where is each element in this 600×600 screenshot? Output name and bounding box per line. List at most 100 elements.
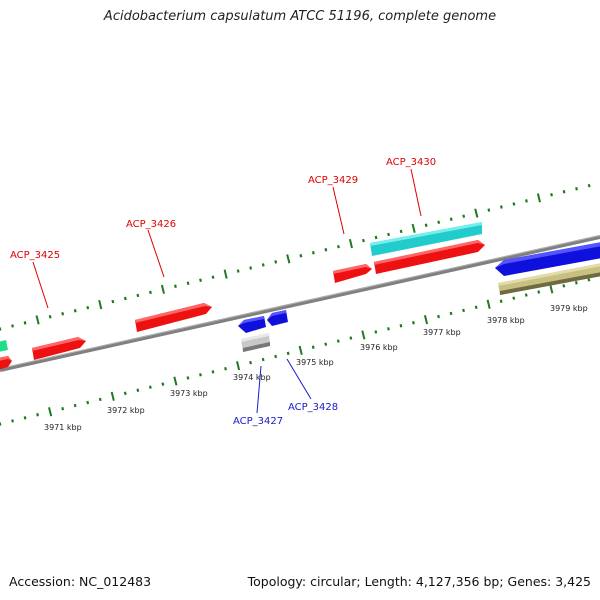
minor-tick: [23, 416, 27, 420]
map-title: Acidobacterium capsulatum ATCC 51196, co…: [103, 9, 497, 24]
forward-gene-acp-3426[interactable]: [135, 303, 212, 332]
minor-tick: [161, 382, 165, 386]
minor-tick: [236, 269, 240, 273]
leader-acp-3426: [147, 229, 165, 278]
major-tick: [160, 284, 165, 294]
minor-tick: [437, 314, 440, 319]
leader-acp-3427: [256, 365, 262, 414]
minor-tick: [149, 290, 152, 295]
minor-tick: [562, 284, 566, 288]
minor-tick: [562, 190, 566, 194]
forward-gene-acp-3429[interactable]: [333, 264, 372, 283]
major-tick: [173, 376, 178, 386]
reverse-gene-blue-small-2[interactable]: [267, 310, 288, 326]
minor-tick: [148, 385, 152, 389]
major-tick: [361, 330, 366, 340]
minor-tick: [211, 275, 215, 279]
gene-label-acp-3426: ACP_3426: [126, 219, 176, 230]
minor-tick: [437, 220, 441, 224]
leader-acp-3428: [286, 358, 312, 400]
minor-tick: [499, 299, 503, 303]
scale-label-3975: 3975 kbp: [296, 358, 334, 367]
gene-label-acp-3430: ACP_3430: [386, 157, 436, 168]
major-tick: [98, 299, 103, 310]
minor-tick: [374, 235, 378, 240]
minor-tick: [23, 321, 27, 325]
minor-tick: [550, 193, 553, 197]
genome-backbone-highlight: [0, 235, 600, 369]
minor-tick: [337, 244, 340, 249]
minor-tick: [11, 324, 14, 328]
minor-tick: [424, 223, 428, 228]
minor-tick: [274, 260, 278, 264]
minor-tick: [399, 229, 403, 234]
minor-tick: [525, 199, 528, 203]
minor-tick: [249, 360, 252, 365]
major-tick: [486, 299, 491, 309]
reverse-gene-acp-3427-grey[interactable]: [241, 333, 270, 352]
minor-tick: [349, 336, 353, 340]
minor-tick: [324, 247, 328, 252]
reverse-gene-blue-small-1[interactable]: [238, 316, 266, 333]
forward-gene-acp-3430[interactable]: [374, 240, 485, 274]
scale-label-3976: 3976 kbp: [360, 343, 398, 352]
major-tick: [411, 223, 416, 233]
leader-acp-3425: [32, 261, 49, 309]
scale-label-3974: 3974 kbp: [233, 373, 271, 382]
minor-tick: [487, 208, 491, 212]
minor-tick: [311, 345, 315, 349]
minor-tick: [574, 281, 578, 285]
major-tick: [223, 269, 228, 279]
minor-tick: [462, 214, 466, 218]
minor-tick: [512, 296, 516, 300]
forward-gene-acp-3425[interactable]: [32, 337, 86, 360]
minor-tick: [537, 290, 541, 294]
minor-tick: [274, 354, 278, 359]
minor-tick: [86, 400, 90, 405]
minor-tick: [387, 327, 390, 331]
minor-tick: [387, 232, 390, 237]
minor-tick: [186, 376, 190, 380]
major-tick: [348, 238, 353, 249]
major-tick: [110, 391, 115, 401]
minor-tick: [136, 293, 140, 298]
minor-tick: [575, 186, 578, 191]
forward-gene-cyan[interactable]: [370, 222, 482, 256]
minor-tick: [449, 311, 453, 316]
minor-tick: [512, 202, 516, 206]
minor-tick: [261, 357, 265, 362]
minor-tick: [111, 299, 115, 304]
minor-tick: [299, 254, 303, 258]
accession-text: Accession: NC_012483: [9, 574, 152, 589]
minor-tick: [61, 312, 65, 316]
leader-acp-3429: [332, 186, 345, 235]
scale-label-3979: 3979 kbp: [550, 304, 588, 313]
minor-tick: [136, 388, 140, 392]
minor-tick: [399, 324, 403, 328]
major-tick: [35, 315, 40, 325]
scale-label-3971: 3971 kbp: [44, 423, 82, 432]
minor-tick: [73, 308, 77, 313]
major-tick: [298, 345, 303, 355]
minor-tick: [61, 406, 65, 411]
minor-tick: [587, 278, 591, 282]
major-tick: [236, 361, 241, 371]
minor-tick: [587, 183, 591, 188]
minor-tick: [524, 293, 528, 297]
lower-tick-ring: [0, 278, 591, 426]
minor-tick: [286, 351, 290, 356]
reverse-gene-blue-large[interactable]: [495, 242, 600, 276]
minor-tick: [224, 367, 227, 371]
minor-tick: [98, 397, 102, 402]
minor-tick: [324, 342, 328, 346]
minor-tick: [48, 315, 52, 319]
reverse-gene-khaki[interactable]: [498, 263, 600, 295]
forward-gene-green[interactable]: [0, 340, 8, 352]
forward-gene-acp-3424[interactable]: [0, 356, 12, 370]
minor-tick: [211, 370, 215, 374]
gene-label-acp-3425: ACP_3425: [10, 250, 60, 261]
genome-summary-text: Topology: circular; Length: 4,127,356 bp…: [247, 574, 591, 589]
minor-tick: [362, 238, 365, 243]
major-tick: [286, 254, 291, 264]
gene-label-acp-3428: ACP_3428: [288, 402, 338, 413]
